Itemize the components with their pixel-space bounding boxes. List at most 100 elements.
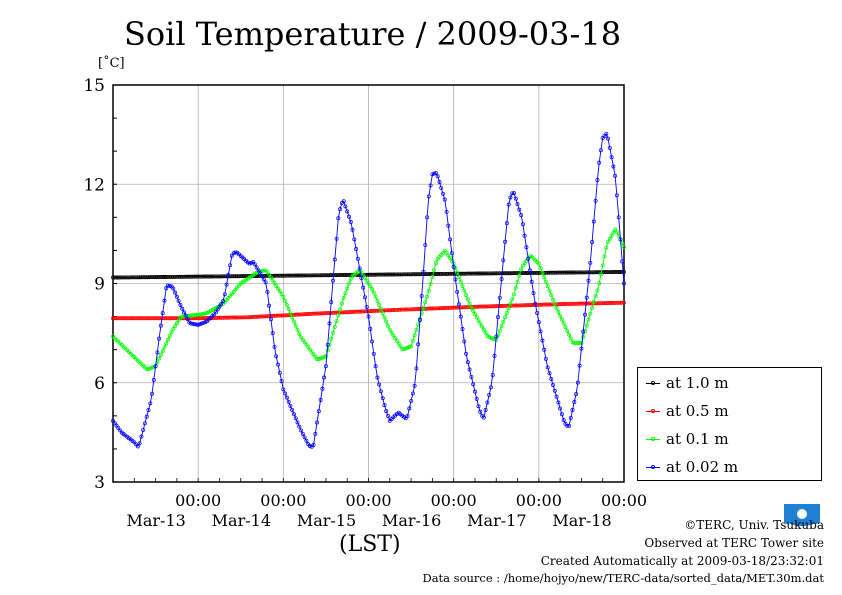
data-point — [199, 274, 204, 279]
data-point — [396, 341, 401, 346]
data-point — [283, 273, 288, 278]
data-point — [538, 302, 543, 307]
data-point — [128, 275, 133, 280]
data-point — [157, 356, 162, 361]
data-point — [378, 389, 383, 394]
data-point — [622, 300, 626, 305]
data-point — [467, 367, 472, 372]
data-point — [364, 309, 369, 314]
data-point — [361, 285, 366, 290]
data-point — [600, 301, 605, 306]
data-point — [261, 268, 266, 273]
data-point — [478, 409, 483, 414]
data-point — [116, 275, 121, 280]
data-point — [309, 311, 314, 316]
data-point — [421, 269, 426, 274]
data-point — [586, 317, 591, 322]
data-point — [545, 284, 550, 289]
data-point — [460, 327, 465, 331]
data-point — [400, 272, 405, 277]
data-point — [439, 271, 444, 276]
data-point — [545, 365, 550, 370]
data-point — [199, 312, 204, 317]
data-point — [494, 334, 499, 339]
data-point — [114, 423, 119, 428]
data-point — [584, 270, 589, 275]
data-point — [329, 310, 334, 315]
data-point — [622, 245, 626, 250]
data-point — [394, 338, 399, 343]
data-point — [405, 414, 410, 419]
data-point — [414, 307, 419, 312]
data-point — [213, 274, 218, 279]
data-point — [343, 204, 348, 209]
data-point — [556, 310, 561, 314]
data-point — [483, 408, 488, 412]
data-point — [549, 293, 554, 297]
data-point — [474, 271, 479, 276]
data-point — [602, 254, 607, 259]
data-point — [570, 340, 575, 345]
data-point — [577, 301, 582, 306]
data-point — [313, 431, 318, 436]
data-point — [166, 274, 170, 279]
data-point — [460, 284, 465, 289]
data-point — [551, 270, 555, 275]
data-point — [375, 375, 380, 380]
data-point — [290, 273, 295, 278]
data-point — [607, 270, 612, 275]
data-point — [260, 314, 264, 319]
data-point — [613, 173, 618, 178]
data-point — [123, 275, 128, 280]
data-point — [359, 276, 364, 280]
data-point — [490, 271, 495, 276]
data-point — [384, 409, 389, 414]
data-point — [158, 275, 163, 279]
data-point — [299, 428, 304, 433]
data-point — [451, 265, 456, 269]
data-point — [533, 301, 538, 306]
data-point — [150, 275, 154, 280]
data-point — [304, 342, 309, 347]
data-point — [238, 274, 243, 279]
data-point — [224, 282, 229, 287]
data-point — [371, 290, 376, 295]
data-point — [276, 313, 280, 318]
data-point — [384, 319, 389, 324]
data-point — [270, 278, 275, 283]
data-point — [352, 309, 357, 314]
data-point — [398, 272, 403, 277]
y-tick-label: 9 — [94, 275, 105, 295]
data-point — [318, 398, 323, 402]
data-point — [190, 274, 195, 279]
data-point — [433, 261, 438, 266]
data-point — [361, 273, 366, 278]
data-point — [616, 215, 621, 220]
data-point — [228, 263, 233, 268]
data-point — [402, 347, 406, 352]
data-point — [464, 293, 469, 297]
data-point — [322, 311, 327, 316]
data-point — [423, 300, 428, 305]
data-point — [508, 301, 513, 306]
data-point — [222, 292, 227, 297]
data-point — [543, 356, 548, 361]
data-point — [428, 281, 433, 286]
data-point — [501, 319, 506, 324]
data-point — [323, 354, 328, 359]
data-point — [142, 275, 147, 280]
data-point — [517, 303, 522, 308]
data-point — [462, 339, 467, 344]
data-point — [607, 145, 612, 150]
data-point — [162, 298, 167, 303]
data-point — [345, 310, 350, 315]
data-point — [297, 273, 302, 278]
data-point — [536, 270, 541, 275]
data-point — [490, 304, 495, 309]
data-point — [458, 279, 463, 284]
data-point — [522, 303, 527, 308]
data-point — [488, 304, 493, 309]
data-point — [137, 316, 142, 321]
data-point — [128, 316, 133, 321]
data-point — [481, 415, 486, 420]
